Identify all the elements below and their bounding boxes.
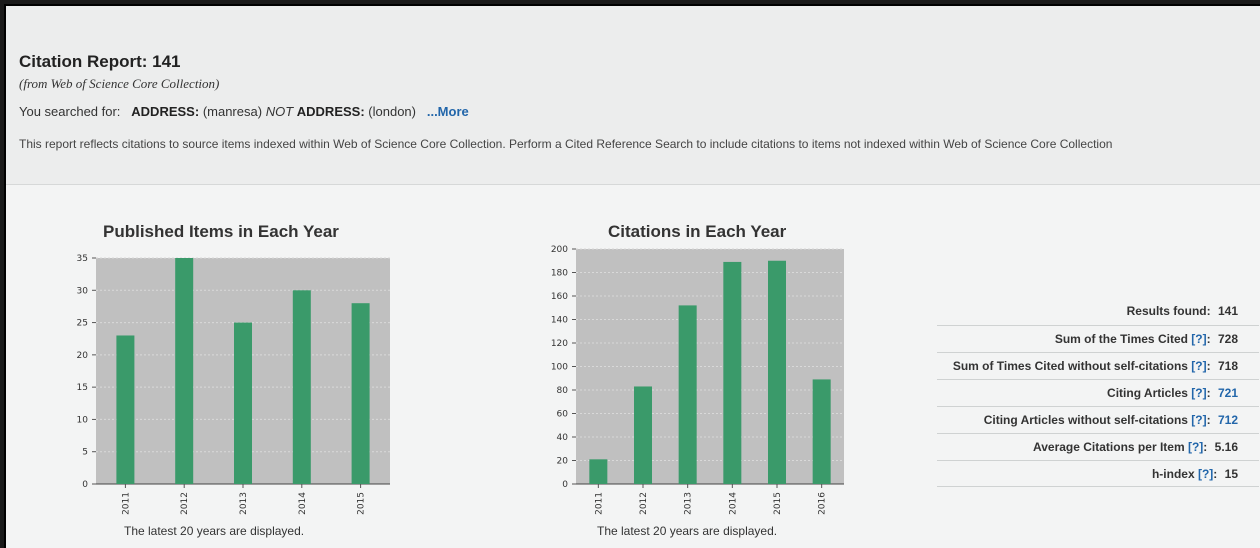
y-tick-label: 160	[551, 292, 568, 302]
stat-average-citations: Average Citations per Item [?]: 5.16	[937, 433, 1259, 460]
y-tick-label: 20	[77, 351, 89, 361]
bar-2014	[723, 261, 742, 484]
x-tick-label: 2011	[594, 492, 604, 515]
x-tick-label: 2012	[639, 492, 649, 515]
stat-sum-times-cited: Sum of the Times Cited [?]: 728	[937, 325, 1259, 352]
stat-value: 718	[1217, 359, 1238, 373]
bar-2011	[116, 335, 135, 484]
x-tick-label: 2013	[684, 492, 694, 515]
y-tick-label: 80	[557, 386, 569, 396]
search-prefix: You searched for:	[19, 104, 121, 119]
x-tick-label: 2015	[357, 492, 367, 515]
x-tick-label: 2013	[239, 492, 249, 515]
bar-2013	[234, 322, 252, 484]
stat-value: 15	[1224, 467, 1238, 481]
y-tick-label: 140	[551, 316, 568, 326]
search-operator: NOT	[265, 104, 294, 119]
y-tick-label: 10	[77, 415, 89, 425]
stat-colon: :	[1206, 359, 1211, 373]
stat-value: 728	[1217, 332, 1238, 346]
y-tick-label: 200	[551, 245, 568, 255]
stat-label: Sum of the Times Cited	[1054, 332, 1188, 346]
stat-colon: :	[1203, 440, 1208, 454]
help-link[interactable]: [?]	[1191, 413, 1207, 427]
citing-articles-without-self-link[interactable]: 712	[1217, 413, 1238, 427]
bar-2013	[678, 305, 697, 484]
search-field-1: ADDRESS:	[131, 104, 200, 119]
published-chart-title: Published Items in Each Year	[103, 222, 339, 241]
search-term-2: (london)	[368, 104, 416, 119]
y-tick-label: 20	[557, 457, 569, 467]
published-items-chart: 0 5 10 15 20 25 30 35 2011 2012 2013 2014 2015	[77, 254, 390, 515]
x-tick-label: 2016	[818, 492, 828, 515]
x-tick-label: 2011	[121, 492, 131, 515]
stat-results-found: Results found: 141	[937, 298, 1259, 325]
search-field-2: ADDRESS:	[296, 104, 365, 119]
stat-label: Citing Articles without self-citations	[983, 413, 1188, 427]
help-link[interactable]: [?]	[1191, 359, 1207, 373]
x-tick-label: 2012	[180, 492, 190, 515]
help-link[interactable]: [?]	[1197, 467, 1214, 481]
stat-colon: :	[1213, 467, 1218, 481]
y-tick-label: 0	[562, 480, 568, 490]
published-chart-note: The latest 20 years are displayed.	[124, 524, 305, 538]
stat-label: Sum of Times Cited without self-citation…	[952, 359, 1188, 373]
citing-articles-link[interactable]: 721	[1217, 386, 1238, 400]
page-title: Citation Report: 141	[19, 52, 181, 71]
bar-2012	[634, 386, 652, 484]
citation-report-panel: Citation Report: 141 (from Web of Scienc…	[4, 4, 1260, 548]
citation-stats: Results found: 141 Sum of the Times Cite…	[937, 298, 1259, 487]
y-tick-label: 15	[77, 383, 88, 393]
stat-label: Average Citations per Item	[1033, 440, 1185, 454]
citations-chart: 0 20 40 60 80 100 120 140 160 180 200 2011 2012 2013 2…	[551, 245, 844, 515]
y-tick-label: 60	[557, 410, 569, 420]
page-subtitle: (from Web of Science Core Collection)	[19, 76, 220, 91]
stat-value: 141	[1217, 304, 1238, 318]
more-link[interactable]: ...More	[426, 104, 469, 119]
y-tick-label: 120	[551, 339, 568, 349]
citations-chart-title: Citations in Each Year	[608, 222, 787, 241]
y-tick-label: 0	[82, 480, 88, 490]
help-link[interactable]: [?]	[1191, 332, 1207, 346]
search-summary: You searched for: ADDRESS: (manresa) NOT…	[19, 104, 469, 119]
report-note: This report reflects citations to source…	[19, 137, 1113, 151]
citations-chart-note: The latest 20 years are displayed.	[597, 524, 778, 538]
y-tick-label: 40	[557, 433, 569, 443]
stat-label: Citing Articles	[1107, 386, 1188, 400]
bar-2014	[292, 290, 311, 484]
y-tick-label: 25	[77, 319, 88, 329]
stat-colon: :	[1206, 413, 1211, 427]
stat-label: h-index	[1151, 467, 1195, 481]
stat-h-index: h-index [?]: 15	[937, 460, 1259, 487]
search-term-1: (manresa)	[202, 104, 263, 119]
x-tick-label: 2015	[773, 492, 783, 515]
x-tick-label: 2014	[728, 492, 738, 515]
y-tick-label: 180	[551, 269, 568, 279]
bar-2015	[768, 260, 786, 484]
stat-colon: :	[1206, 332, 1211, 346]
bar-2011	[589, 459, 608, 484]
stat-sum-times-cited-without-self: Sum of Times Cited without self-citation…	[937, 352, 1259, 379]
stat-citing-articles: Citing Articles [?]: 721	[937, 379, 1259, 406]
report-header: Citation Report: 141 (from Web of Scienc…	[6, 6, 1260, 185]
help-link[interactable]: [?]	[1191, 386, 1207, 400]
stat-value: 5.16	[1214, 440, 1238, 454]
y-tick-label: 100	[551, 363, 568, 373]
y-tick-label: 5	[82, 448, 88, 458]
y-tick-label: 30	[77, 286, 89, 296]
stat-colon: :	[1206, 386, 1211, 400]
stat-citing-articles-without-self: Citing Articles without self-citations […	[937, 406, 1259, 433]
x-tick-label: 2014	[298, 492, 308, 515]
bar-2016	[812, 379, 831, 484]
help-link[interactable]: [?]	[1187, 440, 1204, 454]
bar-2012	[175, 258, 194, 484]
bar-2015	[351, 303, 370, 484]
y-tick-label: 35	[77, 254, 88, 264]
stat-label: Results found:	[1126, 304, 1211, 318]
